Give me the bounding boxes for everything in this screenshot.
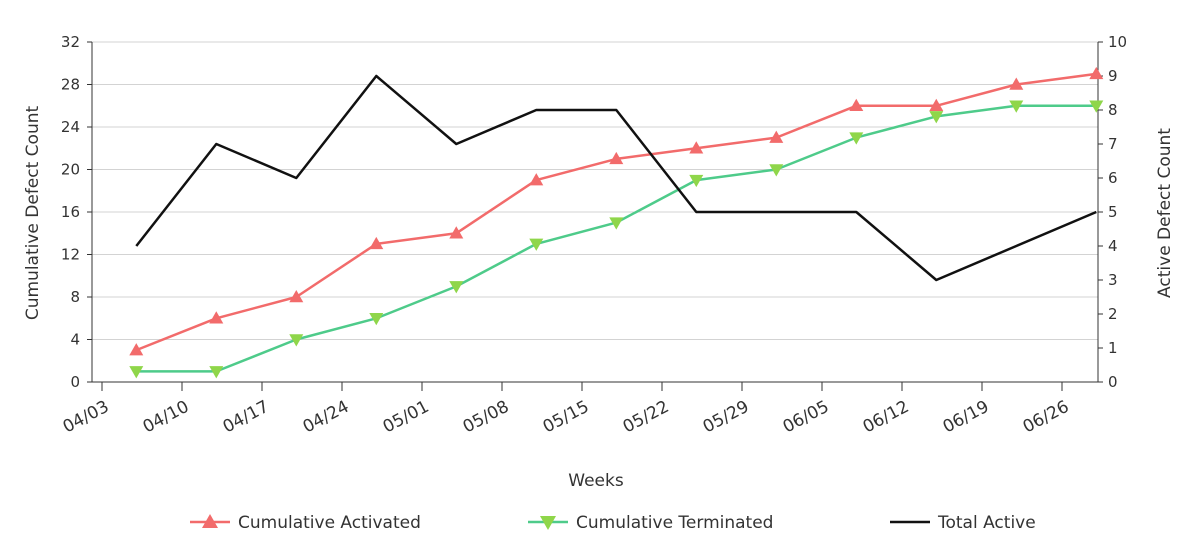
left-tick-label: 16 [61,203,80,221]
legend-cumulative-terminated-label: Cumulative Terminated [576,513,773,533]
cumulative-activated-marker [129,343,144,356]
right-tick-label: 4 [1108,237,1118,255]
right-tick-label: 7 [1108,135,1118,153]
right-tick-label: 1 [1108,339,1118,357]
x-tick-label: 05/29 [700,397,753,438]
x-tick-label: 04/03 [60,397,113,438]
cumulative-activated-marker [609,151,624,165]
left-tick-label: 0 [70,373,80,391]
left-tick-label: 32 [61,33,80,51]
cumulative-terminated-marker [769,164,784,177]
x-tick-label: 05/08 [460,397,513,438]
right-tick-label: 9 [1108,67,1118,85]
left-tick-label: 20 [61,161,80,179]
cumulative-terminated-marker [529,238,544,251]
right-tick-label: 2 [1108,305,1118,323]
cumulative-activated-marker [929,98,944,111]
cumulative-activated-marker [289,290,304,303]
cumulative-activated-marker [849,98,864,111]
left-tick-label: 28 [61,76,80,94]
x-tick-label: 04/17 [220,397,273,438]
right-tick-label: 8 [1108,101,1118,119]
cumulative-activated-marker [209,311,224,324]
right-tick-label: 5 [1108,203,1118,221]
right-axis-ticks: 0 1 2 3 4 5 6 7 8 9 10 [1098,33,1127,391]
cumulative-activated-marker [369,236,384,250]
left-tick-label: 8 [70,288,80,306]
x-tick-label: 04/10 [140,397,193,438]
legend-cumulative-terminated-marker [540,516,556,530]
cumulative-activated-marker [1009,77,1024,90]
legend-cumulative-activated-marker [202,514,218,528]
right-tick-label: 3 [1108,271,1118,289]
right-tick-label: 0 [1108,373,1118,391]
left-axis-ticks: 0 4 8 12 16 20 24 28 32 [61,33,92,391]
cumulative-terminated-marker [289,334,304,347]
cumulative-terminated-marker [609,217,624,230]
x-tick-label: 05/15 [540,397,593,438]
cumulative-activated-marker [449,226,464,239]
left-tick-label: 24 [61,118,80,136]
x-tick-label: 04/24 [300,397,353,438]
legend-total-active-label: Total Active [937,513,1036,533]
right-axis-title: Active Defect Count [1155,128,1175,298]
cumulative-terminated-marker [689,174,704,188]
cumulative-activated-marker [1089,66,1104,80]
cumulative-terminated-marker [849,132,864,145]
cumulative-activated-marker [529,173,544,186]
right-tick-label: 6 [1108,169,1118,187]
grid-lines [92,41,1098,340]
x-tick-label: 06/05 [780,397,833,438]
cumulative-terminated-marker [449,281,464,294]
legend: Cumulative Activated Cumulative Terminate… [190,513,1036,533]
x-tick-label: 06/12 [860,397,913,438]
series-markers [129,66,1104,379]
x-tick-label: 06/26 [1020,397,1073,438]
cumulative-terminated-marker [129,366,144,379]
left-axis-title: Cumulative Defect Count [23,106,43,321]
total-active-line [135,74,1097,282]
x-axis-title: Weeks [568,471,624,491]
cumulative-terminated-marker [1009,100,1024,113]
cumulative-terminated-line [136,104,1097,373]
cumulative-activated-marker [769,130,784,143]
x-tick-label: 06/19 [940,397,993,438]
x-axis-ticks: 04/03 04/10 04/17 04/24 05/01 05/08 05/15 05/22… [60,382,1073,438]
cumulative-terminated-marker [929,111,944,124]
x-tick-label: 05/01 [380,397,433,438]
cumulative-terminated-marker [209,366,224,379]
cumulative-activated-marker [689,141,704,154]
cumulative-terminated-marker [1089,100,1104,113]
x-tick-label: 05/22 [620,397,673,438]
legend-cumulative-activated-label: Cumulative Activated [238,513,421,533]
left-tick-label: 12 [61,246,80,264]
left-tick-label: 4 [70,331,80,349]
right-tick-label: 10 [1108,33,1127,51]
cumulative-terminated-marker [369,313,384,326]
